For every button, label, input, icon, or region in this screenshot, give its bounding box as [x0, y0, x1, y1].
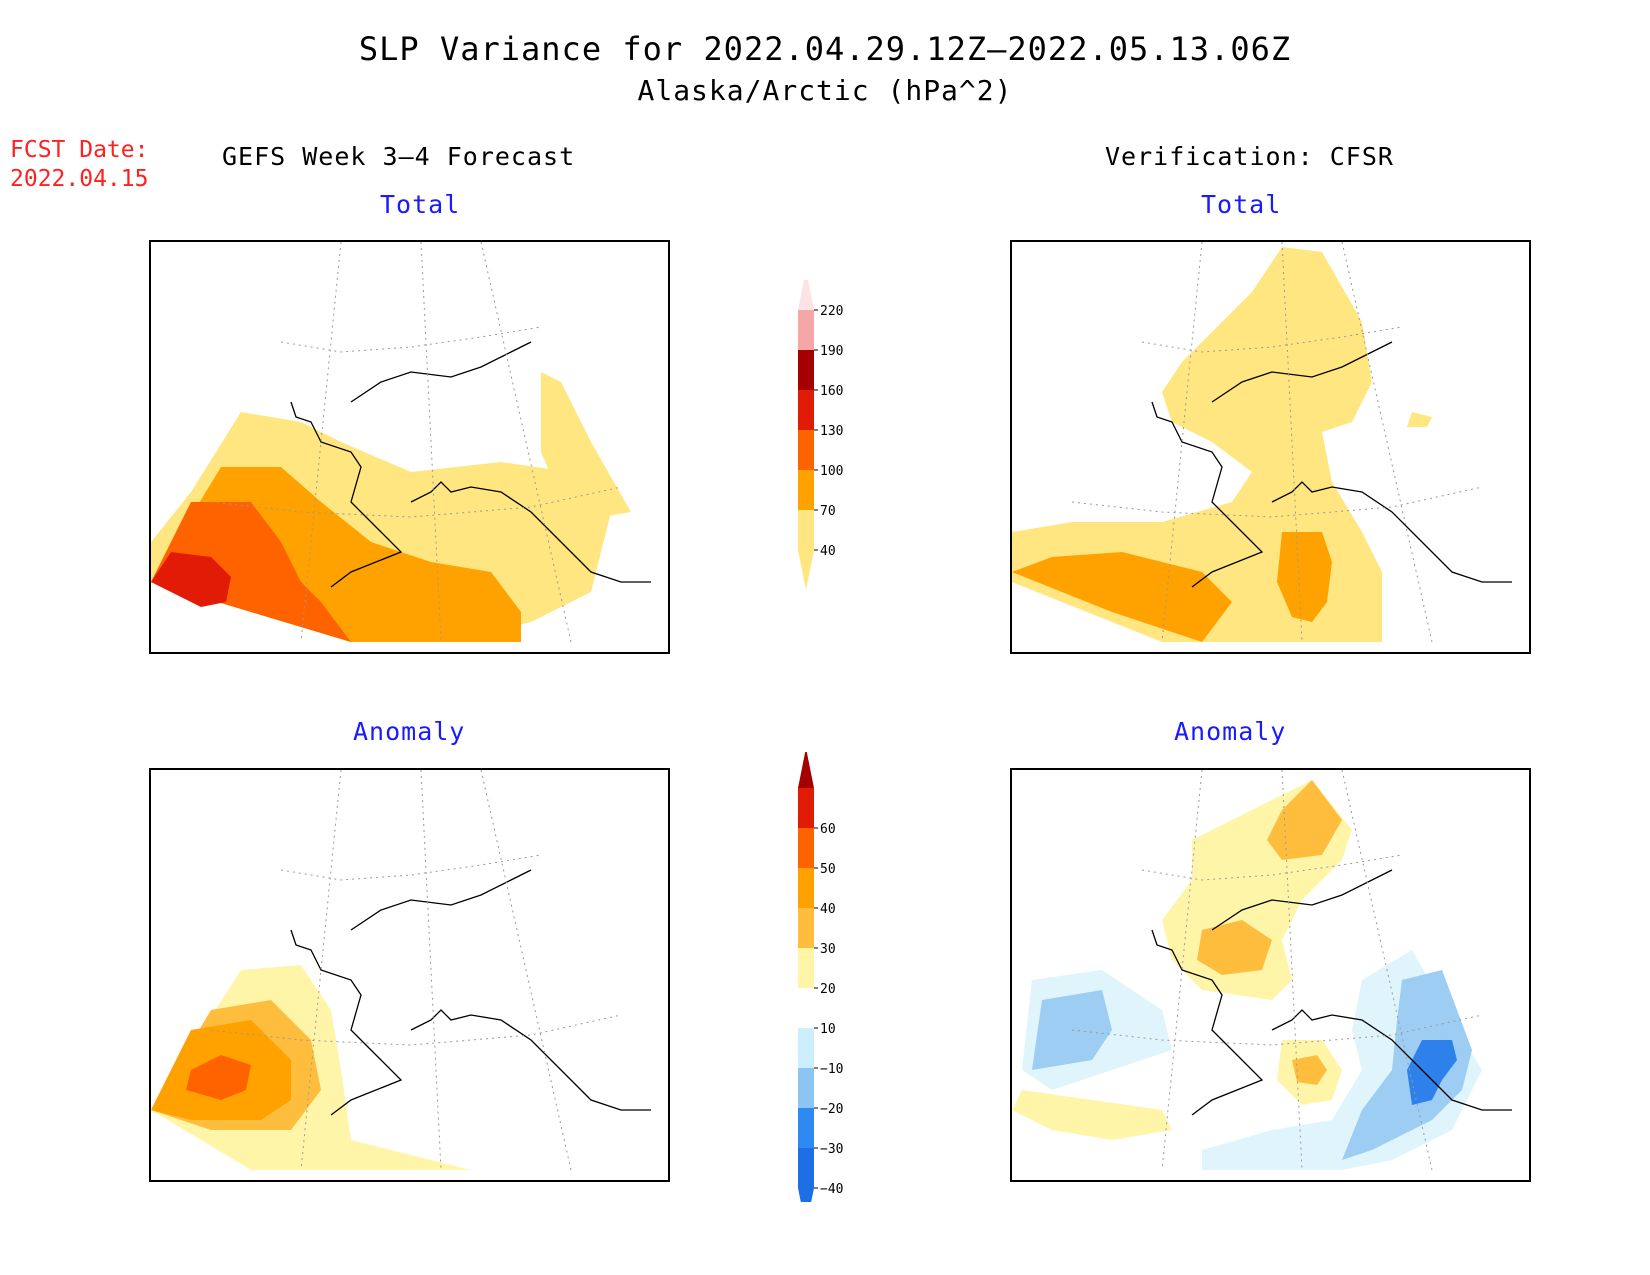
total-colorbar-swatch — [798, 350, 814, 390]
map-subtitle: Alaska/Arctic (hPa^2) — [637, 74, 1013, 107]
shade-a20 — [1197, 920, 1272, 975]
shade-130 — [151, 552, 231, 607]
map-graticule — [210, 770, 622, 1171]
anomaly-colorbar-tick-label: 30 — [820, 942, 836, 957]
total-colorbar-swatch — [798, 510, 814, 550]
shade-n30 — [1407, 1040, 1457, 1105]
anomaly-colorbar-tick-label: 40 — [820, 902, 836, 917]
forecast-total-map — [149, 240, 670, 654]
anomaly-colorbar-swatch — [798, 1028, 814, 1068]
total-colorbar-tick-label: 220 — [820, 304, 843, 319]
map-graticule — [1071, 770, 1483, 1171]
forecast-anomaly-map-svg — [151, 770, 651, 1171]
map-graticule — [1071, 242, 1483, 643]
anomaly-colorbar-tick-label: −10 — [820, 1062, 843, 1077]
anomaly-colorbar-swatch — [798, 828, 814, 868]
total-colorbar-tick-label: 70 — [820, 504, 836, 519]
total-colorbar-tick-label: 100 — [820, 464, 843, 479]
shade-70 — [1277, 532, 1332, 622]
anomaly-colorbar-tick-label: −30 — [820, 1142, 843, 1157]
forecast-date-block: FCST Date: 2022.04.15 — [10, 136, 148, 194]
shade-a40 — [186, 1055, 251, 1100]
verification-anomaly-map-svg — [1012, 770, 1512, 1171]
anomaly-colorbar-top-arrow — [798, 752, 814, 788]
anomaly-colorbar-tick-label: 10 — [820, 1022, 836, 1037]
total-colorbar-swatch — [798, 310, 814, 350]
verification-total-map-svg — [1012, 242, 1512, 643]
forecast-anomaly-map — [149, 768, 670, 1182]
anomaly-colorbar-swatch — [798, 988, 814, 1028]
total-colorbar: 40 70 100 130 160 190 220 — [798, 280, 843, 590]
anomaly-colorbar-swatch — [798, 908, 814, 948]
anomaly-colorbar-swatch — [798, 1068, 814, 1108]
anomaly-colorbar-swatch — [798, 868, 814, 908]
anomaly-colorbar-tick-label: −20 — [820, 1102, 843, 1117]
anomaly-colorbar-tick-label: −40 — [820, 1182, 843, 1197]
anomaly-colorbar-bottom-arrow — [798, 1188, 814, 1202]
total-colorbar-tick-label: 190 — [820, 344, 843, 359]
verification-anomaly-map — [1010, 768, 1531, 1182]
map-coastlines — [1151, 341, 1512, 588]
anomaly-colorbar-tick-label: 20 — [820, 982, 836, 997]
map-coastlines — [290, 341, 651, 588]
total-colorbar-tick-label: 160 — [820, 384, 843, 399]
total-colorbar-swatch — [798, 390, 814, 430]
shade-a10 — [1012, 1090, 1172, 1140]
shade-a20 — [1292, 1055, 1327, 1085]
total-colorbar-tick-label: 40 — [820, 544, 836, 559]
forecast-date-label: FCST Date: — [10, 137, 149, 163]
anomaly-colorbar-swatch — [798, 1148, 814, 1188]
shade-40 — [1407, 412, 1432, 427]
map-graticule — [210, 242, 622, 643]
forecast-anomaly-label: Anomaly — [353, 717, 466, 746]
shade-70 — [1012, 552, 1232, 642]
verification-column-heading: Verification: CFSR — [1105, 142, 1394, 171]
shade-n20 — [1342, 970, 1472, 1160]
map-coastlines — [290, 869, 651, 1116]
anomaly-colorbar-swatch — [798, 1108, 814, 1148]
total-colorbar-bottom-arrow — [798, 550, 814, 590]
verification-total-map — [1010, 240, 1531, 654]
shade-a20 — [1267, 780, 1342, 860]
anomaly-colorbar-tick-label: 50 — [820, 862, 836, 877]
total-colorbar-top-arrow — [798, 280, 814, 310]
map-title: SLP Variance for 2022.04.29.12Z–2022.05.… — [358, 30, 1292, 68]
verification-anomaly-label: Anomaly — [1174, 717, 1287, 746]
forecast-column-heading: GEFS Week 3–4 Forecast — [222, 142, 576, 171]
forecast-total-label: Total — [380, 190, 461, 219]
shade-40 — [541, 372, 631, 522]
forecast-date-value: 2022.04.15 — [10, 166, 149, 192]
verification-total-label: Total — [1201, 190, 1282, 219]
shade-100 — [151, 502, 351, 642]
anomaly-colorbar-tick-label: 60 — [820, 822, 836, 837]
forecast-total-map-svg — [151, 242, 651, 643]
total-colorbar-swatch — [798, 430, 814, 470]
total-colorbar-swatch — [798, 470, 814, 510]
anomaly-colorbar-swatch — [798, 948, 814, 988]
anomaly-colorbar-swatch — [798, 788, 814, 828]
map-coastlines — [1151, 869, 1512, 1116]
anomaly-colorbar: −40 −30 −20 −10 10 20 30 40 50 60 — [798, 752, 843, 1202]
total-colorbar-tick-label: 130 — [820, 424, 843, 439]
